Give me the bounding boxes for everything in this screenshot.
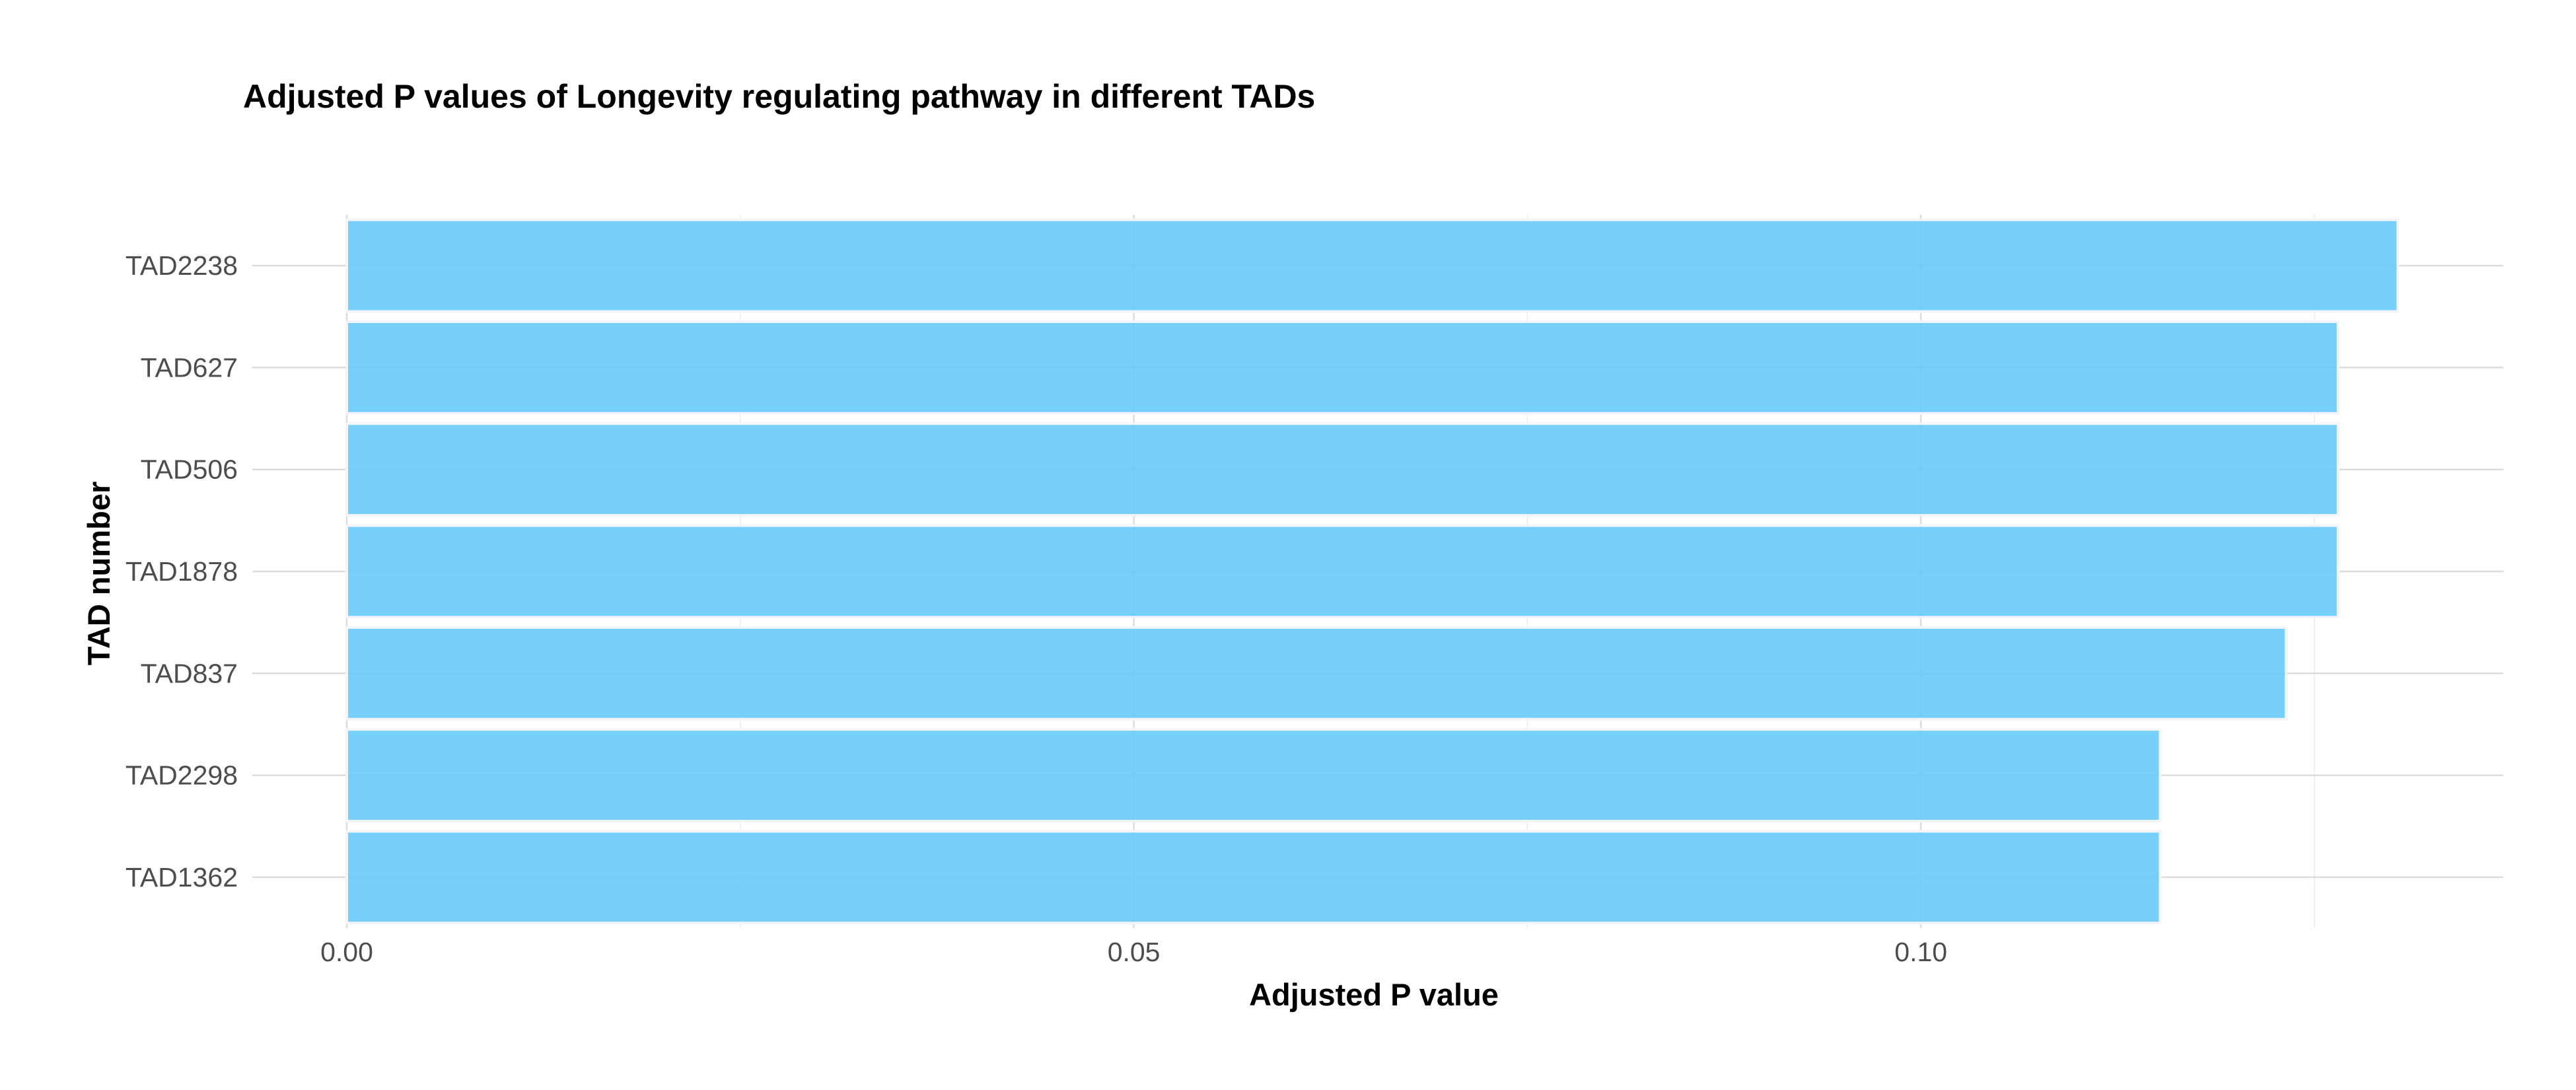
y-tick-label: TAD2238 bbox=[125, 250, 238, 281]
y-tick-label: TAD1362 bbox=[125, 862, 238, 892]
chart-title: Adjusted P values of Longevity regulatin… bbox=[243, 78, 1315, 115]
y-tick-label: TAD627 bbox=[141, 352, 238, 382]
x-axis-ticks: 0.00 0.05 0.10 bbox=[320, 937, 1947, 967]
bar-tad2238 bbox=[345, 218, 2400, 313]
bar-tad1878 bbox=[345, 524, 2340, 619]
x-tick-label: 0.05 bbox=[1108, 937, 1161, 967]
y-axis-title: TAD number bbox=[81, 482, 116, 666]
bars bbox=[345, 218, 2400, 925]
bar-tad627 bbox=[345, 320, 2340, 415]
y-tick-label: TAD1878 bbox=[125, 556, 238, 587]
x-tick-label: 0.10 bbox=[1894, 937, 1947, 967]
bar-tad1362 bbox=[345, 830, 2162, 925]
y-tick-label: TAD506 bbox=[141, 454, 238, 485]
y-tick-label: TAD2298 bbox=[125, 760, 238, 791]
y-axis-ticks: TAD2238 TAD627 TAD506 TAD1878 TAD837 TAD2298 T… bbox=[125, 250, 238, 892]
bar-tad837 bbox=[345, 626, 2288, 721]
x-axis-title: Adjusted P value bbox=[1249, 977, 1499, 1012]
x-tick-label: 0.00 bbox=[320, 937, 373, 967]
bar-tad2298 bbox=[345, 728, 2162, 822]
y-tick-label: TAD837 bbox=[141, 658, 238, 688]
bar-tad506 bbox=[345, 422, 2340, 517]
